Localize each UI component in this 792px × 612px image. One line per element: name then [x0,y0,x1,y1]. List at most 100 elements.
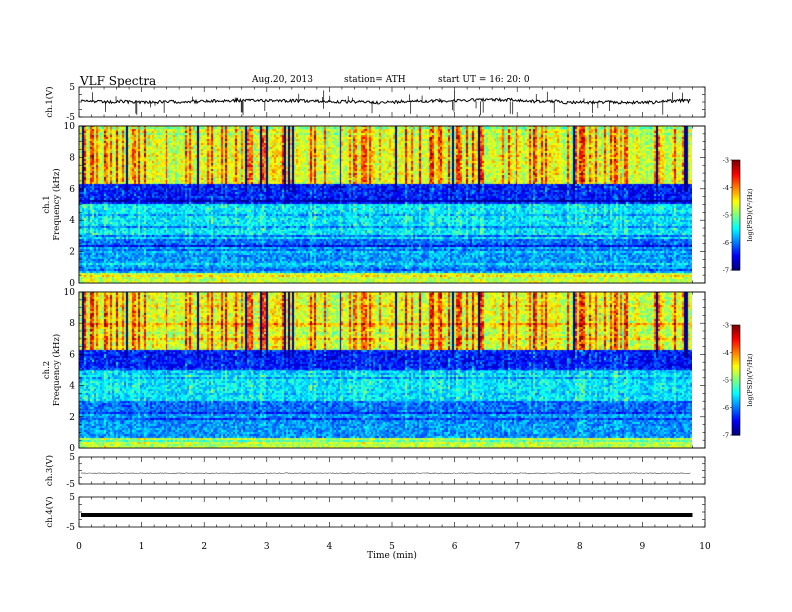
colorbar-segment [732,363,740,366]
colorbar-segment [732,182,740,185]
ch2-colorbar: -3 -4 -5 -6 -7 log(PSD)(V²/Hz) [723,322,754,440]
colorbar-segment [732,259,740,262]
colorbar-segment [732,336,740,339]
y-tick-label: 0 [69,444,75,454]
colorbar-tick-label: -5 [723,377,729,385]
y-tick-label: 8 [69,153,75,163]
y-tick-label: 4 [69,382,75,392]
colorbar-segment [732,383,740,387]
colorbar-segment [732,163,740,167]
station-label: station= ATH [344,75,406,85]
colorbar-segment [732,394,740,398]
y-tick-label: 0 [69,279,75,289]
y-tick-label: -5 [66,523,75,533]
y-tick-label: 2 [69,413,75,423]
colorbar-tick-label: -6 [723,404,729,412]
colorbar-segment [732,204,740,207]
colorbar-segment [732,207,740,211]
colorbar-segment [732,431,740,434]
y-tick-label: 5 [69,83,75,93]
colorbar-tick-label: -3 [723,322,729,330]
colorbar-segment [732,372,740,376]
y-tick-label: 5 [69,453,75,463]
colorbar-segment [732,343,740,346]
y-tick-label: -5 [66,113,75,123]
colorbar-segment [732,347,740,350]
colorbar-segment [732,398,740,401]
x-tick-label: 0 [76,542,82,552]
x-tick-label: 8 [577,542,583,552]
colorbar-segment [732,233,740,236]
colorbar-segment [732,420,740,423]
colorbar-segment [732,391,740,394]
y-tick-label: 2 [69,248,75,258]
x-tick-label: 1 [139,542,145,552]
colorbar-segment [732,264,740,267]
colorbar-segment [732,402,740,405]
colorbar-segment [732,359,740,363]
colorbar-segment [732,167,740,170]
colorbar-segment [732,222,740,225]
colorbar-segment [732,361,740,365]
colorbar-segment [732,411,740,414]
colorbar-segment [732,325,740,328]
ch1-colorbar: -3 -4 -5 -6 -7 log(PSD)(V²/Hz) [723,157,754,275]
ch2-spectrogram-panel: 0 2 4 6 8 10 ch.2 Frequency (kHz) [42,288,706,454]
colorbar-segment [732,169,740,172]
colorbar-segment [732,187,740,190]
colorbar-segment [732,413,740,416]
colorbar-segment [732,326,740,330]
colorbar-segment [732,180,740,183]
colorbar-segment [732,433,740,436]
colorbar-segment [732,240,740,244]
y-axis-label: Frequency (kHz) [51,334,62,406]
colorbar-segment [732,242,740,245]
colorbar-segment [732,229,740,233]
time-axis: 0 1 2 3 4 5 6 7 8 9 10 Time (min) [76,542,711,561]
colorbar-segment [732,380,740,383]
colorbar-segment [732,376,740,379]
colorbar-segment [732,328,740,332]
colorbar-segment [732,198,740,201]
x-tick-label: 2 [201,542,207,552]
colorbar-segment [732,374,740,377]
start-time-label: start UT = 16: 20: 0 [438,75,530,85]
channel-label: ch.2 [42,361,52,379]
date-label: Aug.20, 2013 [251,75,313,85]
colorbar-segment [732,191,740,194]
colorbar-segment [732,330,740,333]
colorbar-segment [732,216,740,220]
colorbar-segment [732,213,740,216]
colorbar-segment [732,185,740,189]
colorbar-segment [732,209,740,212]
y-axis-label: Frequency (kHz) [51,168,62,240]
colorbar-segment [732,409,740,412]
colorbar-segment [732,260,740,264]
colorbar-segment [732,189,740,192]
colorbar-segment [732,407,740,410]
colorbar-segment [732,341,740,344]
colorbar-segment [732,244,740,247]
colorbar-segment [732,358,740,361]
colorbar-segment [732,378,740,381]
colorbar-tick-label: -7 [723,432,729,440]
colorbar-segment [732,238,740,242]
colorbar-segment [732,172,740,176]
colorbar-segment [732,253,740,256]
colorbar-segment [732,202,740,205]
y-tick-label: 6 [69,350,75,360]
colorbar-segment [732,352,740,355]
colorbar-segment [732,365,740,368]
colorbar-segment [732,205,740,209]
y-axis-label: ch.1(V) [44,86,55,117]
colorbar-segment [732,381,740,385]
y-tick-label: 10 [64,288,76,298]
colorbar-segment [732,161,740,165]
colorbar-segment [732,422,740,425]
colorbar-segment [732,171,740,174]
y-axis-label: ch.3(V) [44,455,55,486]
colorbar-segment [732,178,740,181]
colorbar-segment [732,400,740,403]
colorbar-segment [732,196,740,200]
